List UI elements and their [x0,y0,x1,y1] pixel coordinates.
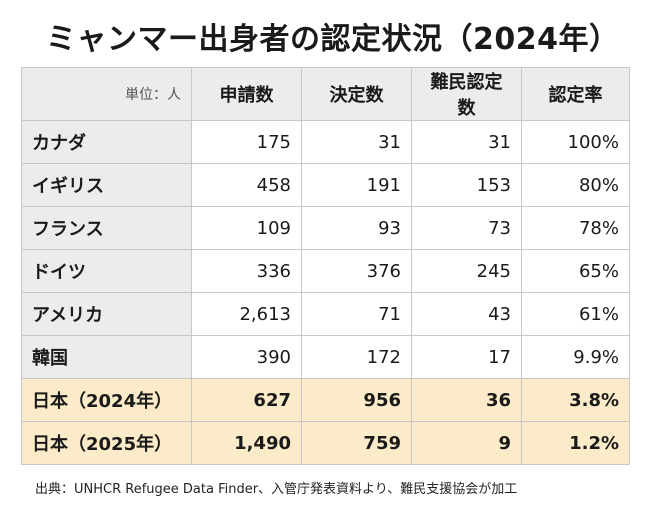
table-row: 韓国 390 172 17 9.9% [21,335,630,379]
decisions-cell: 172 [301,335,412,379]
column-header: 決定数 [301,67,412,121]
recognized-cell: 17 [411,335,522,379]
applications-cell: 458 [191,163,302,207]
source-note: 出典：UNHCR Refugee Data Finder、入管庁発表資料より、難… [35,482,518,497]
unit-label: 単位：人 [21,67,192,121]
applications-cell: 336 [191,249,302,293]
rate-cell: 65% [521,249,630,293]
table-row-highlight: 日本（2025年） 1,490 759 9 1.2% [21,421,630,465]
recognized-cell: 43 [411,292,522,336]
country-cell: 韓国 [21,335,192,379]
rate-cell: 9.9% [521,335,630,379]
rate-cell: 80% [521,163,630,207]
country-cell: イギリス [21,163,192,207]
rate-cell: 1.2% [521,421,630,465]
applications-cell: 390 [191,335,302,379]
recognized-cell: 245 [411,249,522,293]
recognized-cell: 153 [411,163,522,207]
applications-cell: 2,613 [191,292,302,336]
column-header: 難民認定数 [411,67,522,121]
decisions-cell: 71 [301,292,412,336]
table-row: カナダ 175 31 31 100% [21,120,630,164]
table-row: アメリカ 2,613 71 43 61% [21,292,630,336]
country-cell: カナダ [21,120,192,164]
decisions-cell: 956 [301,378,412,422]
rate-cell: 100% [521,120,630,164]
recognized-cell: 36 [411,378,522,422]
decisions-cell: 191 [301,163,412,207]
applications-cell: 109 [191,206,302,250]
applications-cell: 627 [191,378,302,422]
decisions-cell: 93 [301,206,412,250]
rate-cell: 61% [521,292,630,336]
table-row-highlight: 日本（2024年） 627 956 36 3.8% [21,378,630,422]
recognized-cell: 9 [411,421,522,465]
column-header: 申請数 [191,67,302,121]
country-cell: 日本（2025年） [21,421,192,465]
column-header: 認定率 [521,67,630,121]
table-row: フランス 109 93 73 78% [21,206,630,250]
applications-cell: 175 [191,120,302,164]
page-title: ミャンマー出身者の認定状況（2024年） [46,22,620,57]
country-cell: アメリカ [21,292,192,336]
rate-cell: 78% [521,206,630,250]
recognized-cell: 73 [411,206,522,250]
country-cell: フランス [21,206,192,250]
decisions-cell: 31 [301,120,412,164]
decisions-cell: 376 [301,249,412,293]
table-row: ドイツ 336 376 245 65% [21,249,630,293]
table-row: イギリス 458 191 153 80% [21,163,630,207]
recognized-cell: 31 [411,120,522,164]
country-cell: 日本（2024年） [21,378,192,422]
decisions-cell: 759 [301,421,412,465]
country-cell: ドイツ [21,249,192,293]
table-header-row: 単位：人 申請数 決定数 難民認定数 認定率 [21,67,630,121]
rate-cell: 3.8% [521,378,630,422]
applications-cell: 1,490 [191,421,302,465]
stats-table: 単位：人 申請数 決定数 難民認定数 認定率 カナダ 175 31 31 100… [21,67,630,465]
